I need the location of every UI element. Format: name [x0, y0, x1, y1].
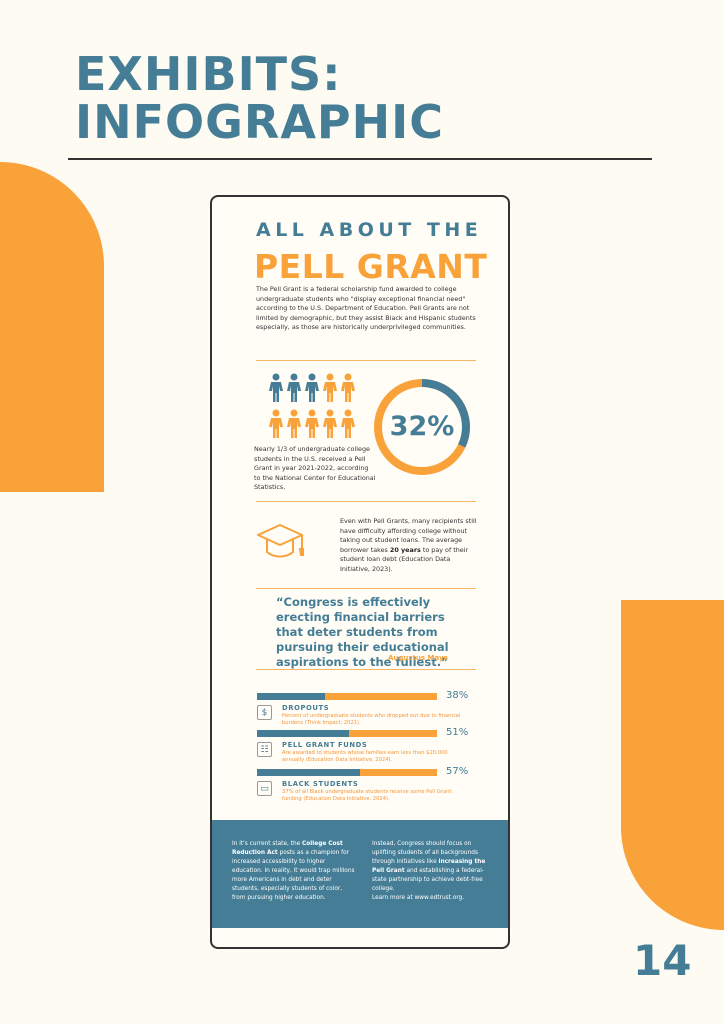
footer-right-text: Instead, Congress should focus on uplift… — [372, 841, 486, 901]
footer-left-text: In it's current state, the College Cost … — [232, 841, 355, 901]
stat-bar-fill — [257, 693, 326, 700]
stat-bar-fill — [257, 730, 349, 737]
person-icon — [341, 373, 355, 402]
building-icon: ☷ — [257, 742, 272, 757]
page-title: EXHIBITS: INFOGRAPHIC — [75, 50, 444, 146]
infographic-card: ALL ABOUT THE PELL GRANT The Pell Grant … — [210, 195, 510, 949]
page-number: 14 — [633, 936, 692, 985]
stat-bar-description: Percent of undergraduate students who dr… — [282, 713, 461, 726]
infographic-heading-line1: ALL ABOUT THE — [256, 219, 483, 241]
person-icon — [287, 409, 301, 438]
stat-bar-label: 38% — [446, 690, 469, 701]
page-title-line2: INFOGRAPHIC — [75, 95, 445, 149]
section-divider — [256, 588, 476, 589]
person-icon — [269, 409, 283, 438]
decorative-shape-left — [0, 162, 104, 492]
decorative-shape-right — [621, 600, 724, 930]
donut-chart — [374, 379, 470, 475]
dollar-icon: $ — [257, 705, 272, 720]
intro-paragraph: The Pell Grant is a federal scholarship … — [256, 285, 476, 332]
person-icon — [323, 373, 337, 402]
person-icon — [305, 409, 319, 438]
stat-description: Nearly 1/3 of undergraduate college stud… — [254, 445, 376, 492]
stat-bar-title: DROPOUTS — [282, 704, 330, 712]
stat-bar-label: 51% — [446, 727, 469, 738]
section-divider — [256, 669, 476, 670]
person-icon — [341, 409, 355, 438]
quote-text: “Congress is effectively erecting financ… — [276, 595, 449, 669]
stat-percentage: 32% — [389, 411, 455, 442]
person-icon — [287, 373, 301, 402]
donut-arc — [374, 379, 470, 475]
stat-bar-label: 57% — [446, 766, 469, 777]
person-icon — [305, 373, 319, 402]
footer-panel: In it's current state, the College Cost … — [212, 820, 508, 928]
person-icon — [323, 409, 337, 438]
stat-bar-description: Are awarded to students whose families e… — [282, 750, 448, 763]
page-title-line1: EXHIBITS: — [75, 47, 342, 101]
people-icon-grid — [268, 373, 360, 445]
stat-bar — [257, 769, 437, 776]
person-icon — [269, 373, 283, 402]
laptop-icon: ▭ — [257, 781, 272, 796]
stat-bar — [257, 730, 437, 737]
loan-paragraph: Even with Pell Grants, many recipients s… — [340, 517, 477, 573]
footer-link-text: Learn more at www.edtrust.org. — [372, 895, 465, 901]
section-divider — [256, 501, 476, 502]
stat-bar-title: PELL GRANT FUNDS — [282, 741, 368, 749]
graduation-cap-icon — [257, 524, 304, 558]
infographic-heading-line2: PELL GRANT — [254, 247, 488, 286]
stat-bar — [257, 693, 437, 700]
quote-author: Augustus Mays — [388, 654, 448, 662]
section-divider — [256, 360, 476, 361]
stat-bar-description: 37% of all Black undergraduate students … — [282, 789, 452, 802]
stat-bar-fill — [257, 769, 360, 776]
title-divider — [68, 158, 652, 160]
stat-bar-title: BLACK STUDENTS — [282, 780, 359, 788]
